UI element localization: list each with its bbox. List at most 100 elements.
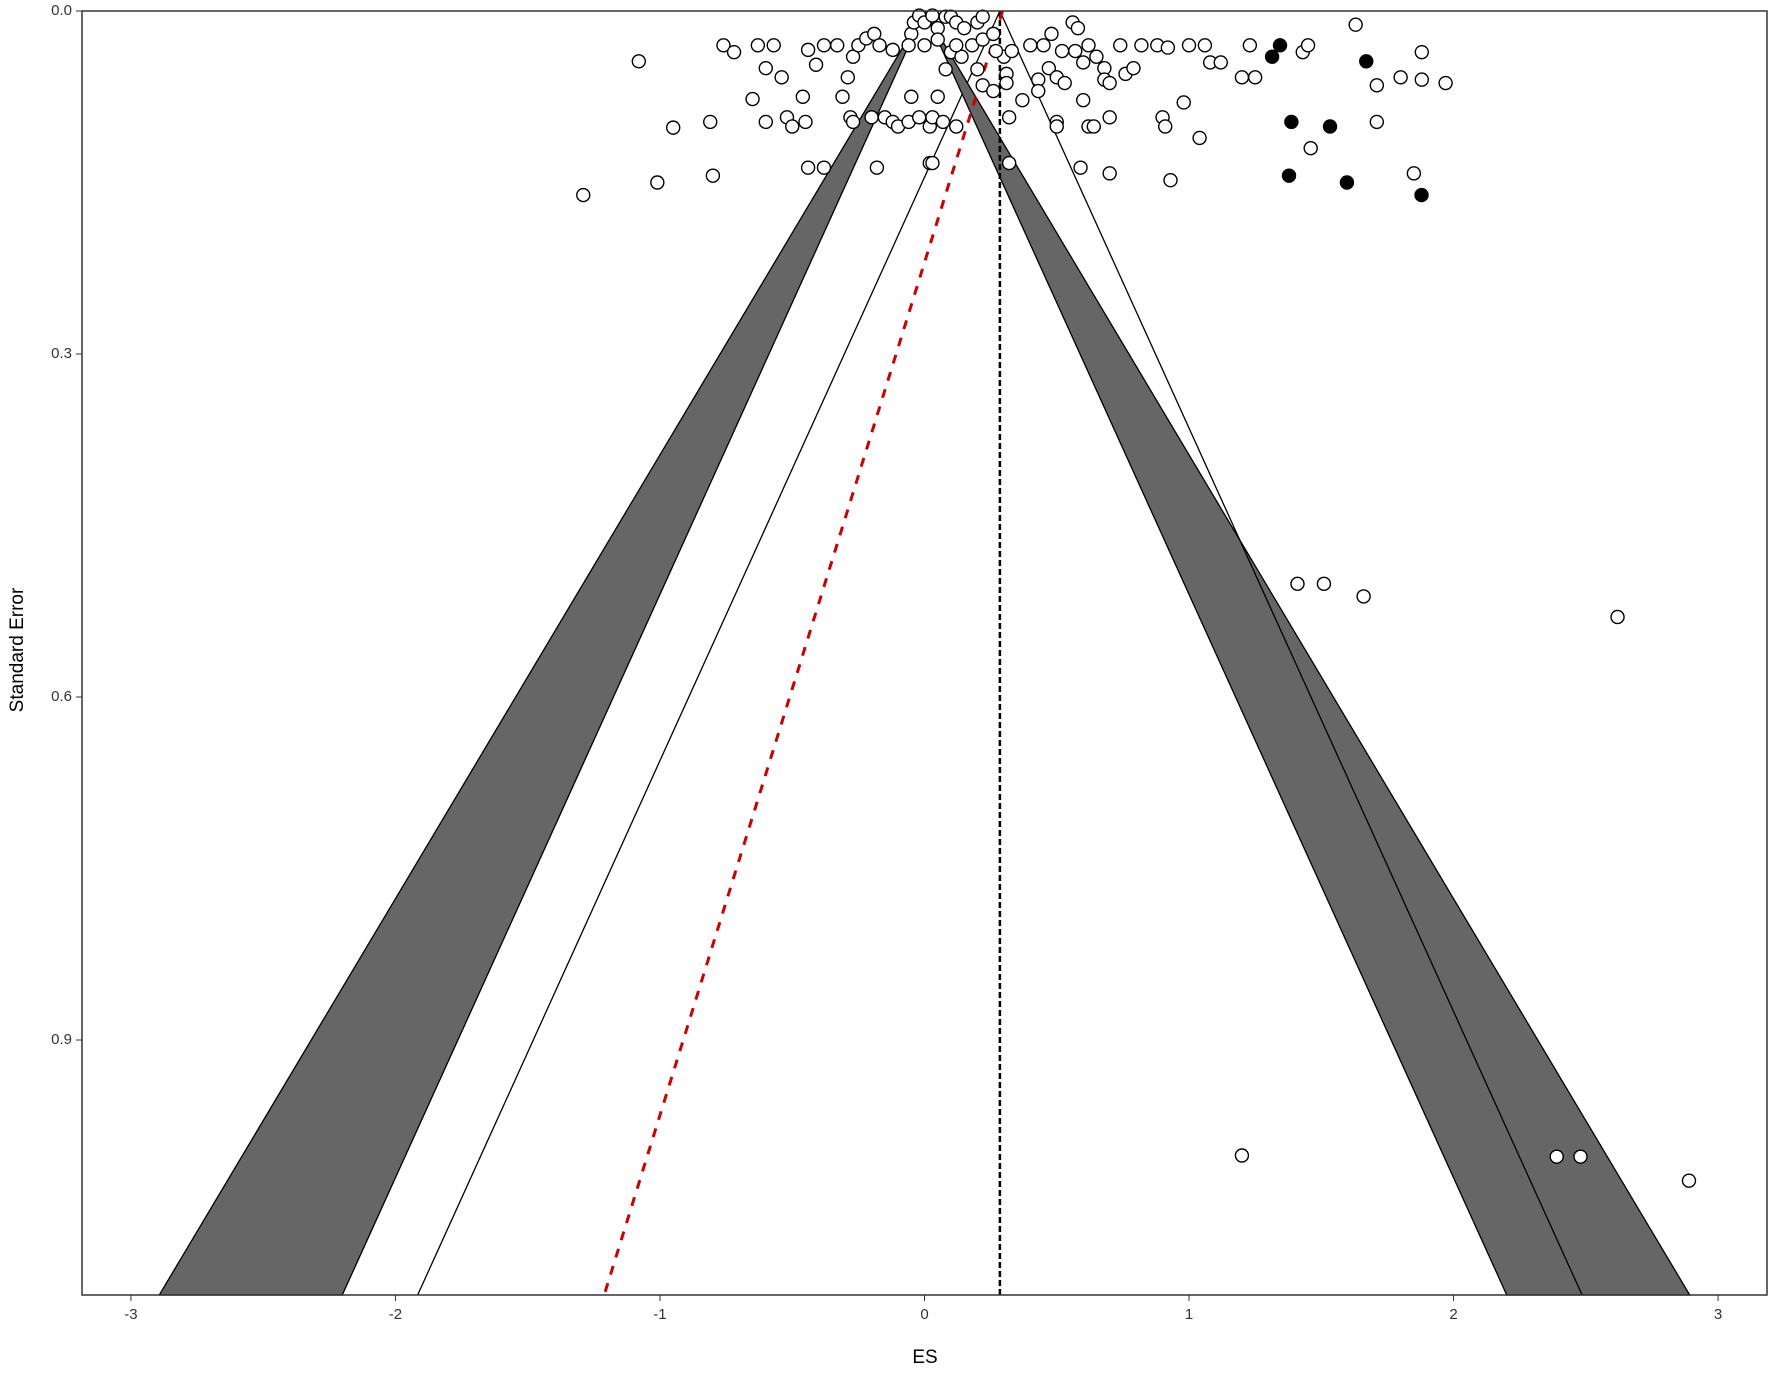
study-point bbox=[1102, 75, 1117, 91]
study-point bbox=[1181, 38, 1197, 53]
study-point bbox=[1610, 609, 1625, 625]
study-point bbox=[1339, 175, 1355, 190]
study-point bbox=[1086, 119, 1101, 134]
study-point bbox=[705, 168, 721, 183]
study-point bbox=[1001, 155, 1017, 171]
study-point bbox=[1414, 187, 1429, 203]
study-point bbox=[840, 70, 855, 85]
y-tick-label: 0.0 bbox=[51, 2, 72, 19]
study-point bbox=[930, 89, 945, 104]
study-point bbox=[956, 20, 972, 36]
study-point bbox=[650, 175, 665, 190]
study-point bbox=[1264, 49, 1280, 64]
y-tick-label: 0.3 bbox=[51, 345, 72, 362]
study-point bbox=[1234, 70, 1250, 85]
study-point bbox=[901, 38, 916, 53]
study-point bbox=[798, 114, 813, 130]
study-point bbox=[912, 110, 927, 125]
study-point bbox=[986, 83, 1001, 99]
study-point bbox=[1004, 43, 1019, 59]
study-point bbox=[1234, 1148, 1250, 1163]
study-point bbox=[988, 43, 1004, 59]
study-point bbox=[1316, 576, 1332, 592]
study-point bbox=[1070, 20, 1086, 36]
study-point bbox=[1081, 38, 1096, 53]
study-point bbox=[1406, 166, 1422, 181]
study-point bbox=[938, 62, 953, 77]
study-point bbox=[576, 187, 591, 203]
study-point bbox=[869, 160, 885, 175]
study-point bbox=[1041, 60, 1057, 76]
study-point bbox=[1031, 83, 1046, 99]
study-point bbox=[1369, 78, 1385, 93]
study-point bbox=[1158, 119, 1173, 134]
study-point bbox=[1438, 75, 1453, 91]
study-point bbox=[872, 38, 887, 53]
study-point bbox=[758, 60, 773, 76]
study-point bbox=[1284, 114, 1299, 130]
study-point bbox=[774, 70, 789, 85]
study-point bbox=[954, 49, 969, 64]
study-point bbox=[1414, 44, 1429, 60]
study-point bbox=[1213, 55, 1228, 70]
study-point bbox=[750, 38, 766, 53]
y-tick-label: 0.6 bbox=[51, 688, 72, 705]
study-point bbox=[935, 114, 951, 130]
study-point bbox=[1160, 40, 1176, 55]
study-point bbox=[1681, 1173, 1697, 1188]
study-point bbox=[808, 57, 824, 72]
x-axis-title: ES bbox=[912, 1347, 937, 1368]
study-point bbox=[830, 38, 845, 53]
study-point bbox=[864, 110, 879, 125]
study-point bbox=[845, 49, 861, 64]
x-tick-label: 3 bbox=[1714, 1306, 1722, 1323]
study-point bbox=[1113, 38, 1128, 53]
study-point bbox=[1057, 75, 1072, 91]
study-point bbox=[1322, 119, 1338, 134]
study-point bbox=[970, 62, 985, 77]
study-point bbox=[716, 38, 731, 53]
study-point bbox=[1023, 38, 1038, 53]
y-axis-title: Standard Error bbox=[7, 587, 28, 712]
study-point bbox=[1247, 70, 1263, 85]
study-point bbox=[1290, 576, 1305, 592]
study-point bbox=[800, 160, 816, 175]
study-point bbox=[1573, 1149, 1588, 1164]
study-point bbox=[1089, 49, 1104, 64]
study-point bbox=[917, 38, 932, 53]
study-point bbox=[1300, 38, 1316, 53]
study-point bbox=[1126, 60, 1141, 76]
study-point bbox=[666, 120, 681, 135]
study-point bbox=[986, 26, 1001, 42]
study-point bbox=[1303, 141, 1318, 156]
study-point bbox=[1369, 114, 1385, 130]
study-point bbox=[1414, 72, 1429, 87]
study-point bbox=[904, 89, 919, 104]
study-point bbox=[1393, 70, 1408, 85]
study-point bbox=[845, 114, 861, 130]
study-point bbox=[1076, 92, 1091, 108]
study-point bbox=[758, 114, 773, 130]
study-point bbox=[800, 42, 816, 58]
study-point bbox=[1242, 38, 1258, 53]
study-point bbox=[949, 119, 964, 134]
study-point bbox=[631, 54, 647, 69]
study-point bbox=[1134, 38, 1149, 53]
study-point bbox=[1163, 173, 1178, 188]
x-tick-label: -2 bbox=[389, 1306, 402, 1323]
study-point bbox=[1076, 55, 1091, 70]
study-point bbox=[1197, 38, 1213, 53]
study-point bbox=[1359, 54, 1374, 69]
study-point bbox=[1356, 589, 1371, 604]
study-point bbox=[949, 38, 964, 53]
study-point bbox=[1049, 119, 1064, 134]
study-point bbox=[1044, 26, 1059, 42]
study-point bbox=[1054, 43, 1070, 59]
study-point bbox=[930, 32, 945, 47]
study-point bbox=[975, 9, 990, 24]
study-point bbox=[816, 38, 832, 53]
study-point bbox=[745, 91, 760, 107]
study-point bbox=[1001, 110, 1017, 125]
study-point bbox=[726, 44, 742, 60]
study-point bbox=[1192, 130, 1207, 146]
